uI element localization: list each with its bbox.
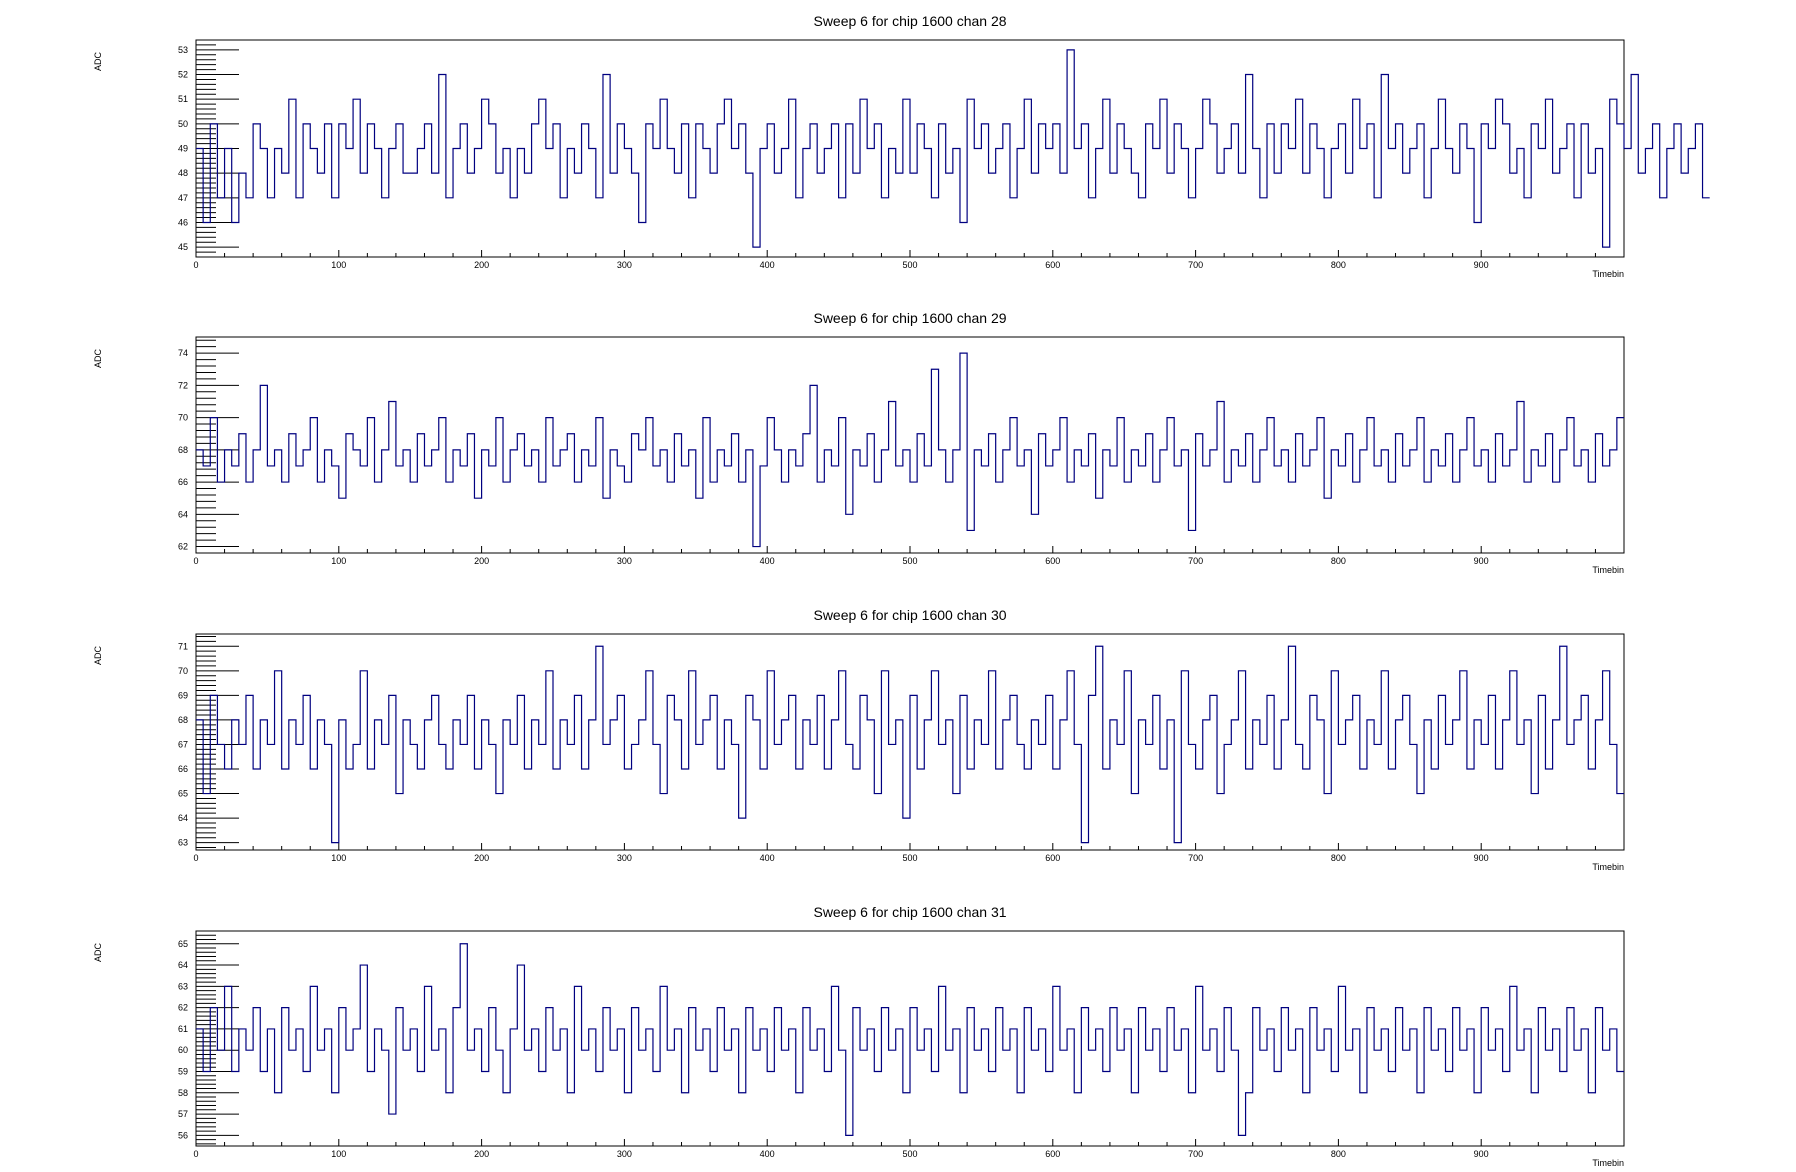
chart-title: Sweep 6 for chip 1600 chan 29 — [813, 310, 1006, 326]
x-tick-label: 400 — [760, 260, 775, 270]
x-tick-label: 300 — [617, 556, 632, 566]
x-tick-label: 0 — [193, 853, 198, 863]
x-tick-label: 400 — [760, 853, 775, 863]
y-tick-label: 56 — [178, 1130, 188, 1140]
x-axis-title: Timebin — [1592, 565, 1624, 575]
x-axis-title: Timebin — [1592, 1158, 1624, 1168]
x-axis-title: Timebin — [1592, 862, 1624, 872]
x-tick-label: 700 — [1188, 260, 1203, 270]
y-tick-label: 63 — [178, 838, 188, 848]
y-tick-label: 63 — [178, 981, 188, 991]
chart-panel-chan-29: Sweep 6 for chip 1600 chan 29 ADC Timebin 0… — [93, 310, 1625, 575]
y-tick-label: 68 — [178, 715, 188, 725]
y-tick-label: 64 — [178, 813, 188, 823]
x-tick-label: 200 — [474, 1149, 489, 1159]
x-tick-label: 300 — [617, 260, 632, 270]
x-tick-label: 600 — [1045, 1149, 1060, 1159]
adc-trace-series — [196, 943, 1624, 1136]
y-tick-label: 69 — [178, 690, 188, 700]
y-tick-label: 58 — [178, 1088, 188, 1098]
y-tick-label: 52 — [178, 70, 188, 80]
x-tick-label: 600 — [1045, 556, 1060, 566]
y-tick-label: 66 — [178, 477, 188, 487]
x-tick-label: 700 — [1188, 556, 1203, 566]
x-tick-label: 900 — [1474, 1149, 1489, 1159]
x-tick-label: 900 — [1474, 556, 1489, 566]
chart-panel-chan-30: Sweep 6 for chip 1600 chan 30 ADC Timebin 0… — [93, 607, 1625, 872]
y-tick-label: 66 — [178, 764, 188, 774]
y-tick-label: 70 — [178, 666, 188, 676]
y-tick-label: 62 — [178, 1003, 188, 1013]
y-axis-title: ADC — [93, 646, 103, 666]
x-tick-label: 500 — [902, 556, 917, 566]
y-tick-label: 65 — [178, 789, 188, 799]
x-tick-label: 800 — [1331, 1149, 1346, 1159]
y-tick-label: 60 — [178, 1045, 188, 1055]
x-tick-label: 100 — [331, 556, 346, 566]
x-tick-label: 100 — [331, 853, 346, 863]
x-tick-label: 900 — [1474, 260, 1489, 270]
adc-trace-series — [196, 49, 1710, 248]
y-tick-label: 48 — [178, 168, 188, 178]
x-tick-label: 0 — [193, 260, 198, 270]
y-tick-label: 64 — [178, 509, 188, 519]
y-tick-label: 51 — [178, 94, 188, 104]
x-tick-label: 200 — [474, 853, 489, 863]
y-tick-label: 61 — [178, 1024, 188, 1034]
x-tick-label: 600 — [1045, 260, 1060, 270]
y-tick-label: 65 — [178, 939, 188, 949]
y-tick-label: 57 — [178, 1109, 188, 1119]
y-tick-label: 68 — [178, 445, 188, 455]
x-tick-label: 800 — [1331, 556, 1346, 566]
y-tick-label: 67 — [178, 739, 188, 749]
x-tick-label: 100 — [331, 260, 346, 270]
y-tick-label: 71 — [178, 641, 188, 651]
chart-title: Sweep 6 for chip 1600 chan 31 — [813, 904, 1006, 920]
plot-frame — [195, 336, 1625, 554]
y-tick-label: 74 — [178, 348, 188, 358]
y-axis-title: ADC — [93, 943, 103, 963]
x-tick-label: 500 — [902, 260, 917, 270]
y-tick-label: 53 — [178, 45, 188, 55]
x-tick-label: 500 — [902, 853, 917, 863]
x-tick-label: 300 — [617, 853, 632, 863]
y-tick-label: 49 — [178, 144, 188, 154]
y-tick-label: 47 — [178, 193, 188, 203]
y-axis-title: ADC — [93, 52, 103, 72]
y-tick-label: 62 — [178, 542, 188, 552]
y-tick-label: 46 — [178, 217, 188, 227]
x-tick-label: 600 — [1045, 853, 1060, 863]
adc-trace-series — [196, 645, 1624, 844]
x-tick-label: 400 — [760, 556, 775, 566]
x-tick-label: 300 — [617, 1149, 632, 1159]
y-tick-label: 72 — [178, 380, 188, 390]
x-axis-title: Timebin — [1592, 269, 1624, 279]
y-axis-title: ADC — [93, 349, 103, 369]
x-tick-label: 800 — [1331, 853, 1346, 863]
y-tick-label: 70 — [178, 413, 188, 423]
x-tick-label: 400 — [760, 1149, 775, 1159]
x-tick-label: 100 — [331, 1149, 346, 1159]
x-tick-label: 900 — [1474, 853, 1489, 863]
chart-panel-chan-31: Sweep 6 for chip 1600 chan 31 ADC Timebin 0… — [93, 904, 1625, 1168]
x-tick-label: 800 — [1331, 260, 1346, 270]
x-tick-label: 0 — [193, 556, 198, 566]
x-tick-label: 200 — [474, 556, 489, 566]
adc-trace-series — [196, 352, 1624, 548]
y-tick-label: 59 — [178, 1066, 188, 1076]
x-tick-label: 0 — [193, 1149, 198, 1159]
chart-title: Sweep 6 for chip 1600 chan 28 — [813, 13, 1006, 29]
x-tick-label: 200 — [474, 260, 489, 270]
chart-panel-chan-28: Sweep 6 for chip 1600 chan 28 ADC Timebin 0… — [93, 13, 1710, 279]
x-tick-label: 700 — [1188, 1149, 1203, 1159]
y-tick-label: 45 — [178, 242, 188, 252]
y-tick-label: 64 — [178, 960, 188, 970]
y-tick-label: 50 — [178, 119, 188, 129]
x-tick-label: 500 — [902, 1149, 917, 1159]
chart-title: Sweep 6 for chip 1600 chan 30 — [813, 607, 1006, 623]
x-tick-label: 700 — [1188, 853, 1203, 863]
